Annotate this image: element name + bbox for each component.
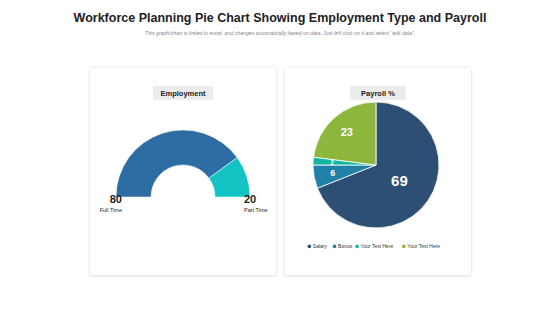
legend-label: Bonus [338, 243, 353, 249]
chart-root: Workforce Planning Pie Chart Showing Emp… [0, 0, 560, 315]
card-background [285, 68, 471, 275]
data-label: 80 [110, 193, 122, 205]
chart-card: Employment 80 Full Time 20 Part Time [90, 68, 276, 275]
data-label: 69 [391, 172, 408, 189]
legend: Salary Bonus Your Text Here Your Text Here [308, 243, 441, 249]
pie-slice [313, 102, 376, 165]
title-background [350, 86, 405, 100]
legend-label: Your Text Here [361, 243, 394, 249]
data-label: 20 [244, 193, 256, 205]
chart-title: Payroll % [361, 89, 395, 98]
category-label: Full Time [100, 207, 122, 213]
category-label: Part Time [244, 207, 268, 213]
legend-marker [355, 245, 359, 249]
data-label: 23 [341, 126, 353, 138]
page-subtitle: This graph/chart is linked to excel, and… [145, 30, 415, 36]
page-title: Workforce Planning Pie Chart Showing Emp… [74, 11, 487, 25]
title-background [153, 86, 213, 100]
pie-slice [313, 165, 376, 188]
donut-segment [209, 158, 250, 197]
legend-marker [402, 245, 406, 249]
card-background [90, 68, 276, 275]
legend-label: Salary [313, 243, 328, 249]
legend-label: Your Text Here [407, 243, 440, 249]
legend-marker [333, 245, 337, 249]
data-label: 6 [330, 168, 335, 178]
chart-title: Employment [160, 89, 206, 98]
legend-marker [308, 245, 312, 249]
chart-card: Payroll %696223SalaryBonusYour Text Here… [285, 68, 471, 275]
